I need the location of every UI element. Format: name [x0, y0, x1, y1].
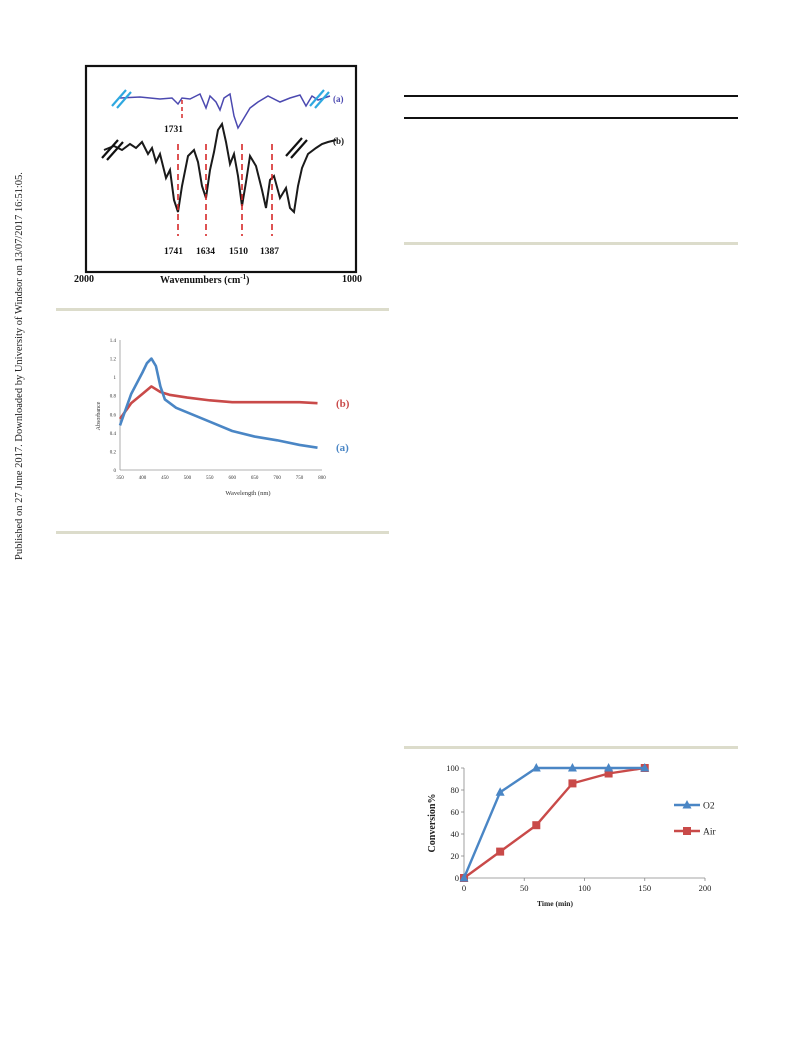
download-stamp: Published on 27 June 2017. Downloaded by…	[14, 172, 25, 560]
uvvis-y-tick-label: 0.4	[110, 432, 117, 437]
uvvis-y-tick-label: 0.6	[110, 413, 117, 418]
uvvis-series-b-line	[118, 385, 318, 420]
conversion-y-tick-label: 40	[451, 829, 460, 839]
ftir-break-marks-a	[111, 89, 330, 109]
conversion-x-tick-label: 50	[520, 883, 529, 893]
uvvis-y-tick-label: 0.8	[110, 395, 117, 400]
ftir-x-left-label: 2000	[74, 274, 94, 285]
uvvis-x-tick-label: 400	[139, 476, 147, 481]
ftir-peak-label-b-1510: 1510	[229, 247, 248, 257]
ftir-peak-label-b-1741: 1741	[164, 247, 183, 257]
conversion-series-air-point	[604, 769, 613, 778]
uvvis-x-tick-label: 750	[296, 476, 304, 481]
ftir-figure: (a) (b) 1731 1741 1634 1510 1387 2000 10…	[74, 64, 362, 286]
ftir-series-a-label: (a)	[333, 94, 344, 104]
legend-air-marker	[683, 827, 691, 835]
ftir-frame	[84, 64, 358, 274]
conversion-chart: 0 20 40 60 80 100 0 50 100 150 200 O2 Air Conversio…	[427, 763, 717, 908]
uvvis-x-tick-label: 550	[206, 476, 214, 481]
conversion-x-axis-label: Time (min)	[537, 899, 573, 908]
legend-o2-marker	[682, 800, 692, 809]
figure-divider-3	[404, 746, 738, 749]
uvvis-y-tick-label: 0	[114, 469, 117, 474]
conversion-y-tick-label: 0	[455, 873, 459, 883]
conversion-series-air-point	[496, 847, 505, 856]
uvvis-y-tick-label: 1.2	[110, 358, 117, 363]
conversion-series-o2-point	[640, 763, 650, 772]
uvvis-x-axis-label: Wavelength (nm)	[225, 490, 270, 497]
uvvis-y-tick-label: 1	[114, 376, 117, 381]
conversion-series-air-line	[463, 766, 645, 879]
uvvis-x-tick-label: 650	[251, 476, 259, 481]
table-top-rule	[404, 95, 738, 97]
conversion-y-tick-label: 100	[446, 763, 459, 773]
uvvis-series-a-label: (a)	[336, 442, 349, 454]
figure-divider	[56, 308, 389, 311]
conversion-x-tick-label: 150	[638, 883, 651, 893]
ftir-series-b-line	[103, 121, 337, 215]
conversion-series-air-point	[532, 821, 541, 830]
uvvis-x-tick-label: 700	[273, 476, 281, 481]
uvvis-y-tick-label: 0.2	[110, 450, 117, 455]
ftir-peak-label-b-1387: 1387	[260, 247, 279, 257]
table-header-rule	[404, 117, 738, 119]
conversion-x-tick-label: 200	[699, 883, 712, 893]
ftir-peak-label-a: 1731	[164, 125, 183, 135]
conversion-x-tick-label: 100	[578, 883, 591, 893]
ftir-peak-markers-b	[177, 144, 273, 236]
conversion-series-o2-point	[567, 763, 577, 772]
table-bottom-rule	[404, 242, 738, 245]
uvvis-y-tick-label: 1.4	[110, 339, 117, 344]
conversion-y-tick-label: 20	[451, 851, 460, 861]
conversion-series-air-point	[568, 779, 577, 788]
conversion-series-o2-point	[604, 763, 614, 772]
uvvis-x-tick-label: 500	[184, 476, 192, 481]
uvvis-x-tick-label: 450	[161, 476, 169, 481]
conversion-y-tick-label: 60	[451, 807, 460, 817]
uvvis-x-tick-label: 600	[228, 476, 236, 481]
uvvis-y-axis-label: Absorbance	[96, 401, 102, 430]
ftir-series-a-line	[119, 92, 331, 130]
ftir-series-b-label: (b)	[333, 136, 344, 146]
figure-divider-2	[56, 531, 389, 534]
ftir-peak-label-b-1634: 1634	[196, 247, 215, 257]
legend-o2-label: O2	[703, 802, 715, 812]
uvvis-x-tick-label: 350	[116, 476, 124, 481]
legend-air-label: Air	[703, 828, 717, 838]
uvvis-chart: 0 0.2 0.4 0.6 0.8 1 1.2 1.4 350 400 450 500 550 600 65…	[96, 339, 350, 497]
conversion-x-tick-label: 0	[462, 883, 466, 893]
uvvis-x-tick-label: 800	[318, 476, 326, 481]
conversion-y-axis-label: Conversion%	[427, 794, 438, 853]
conversion-series-o2-point	[459, 873, 469, 882]
ftir-x-right-label: 1000	[342, 274, 362, 285]
uvvis-series-a-line	[118, 357, 318, 449]
ftir-break-marks-b	[101, 137, 308, 161]
conversion-series-o2-point	[531, 763, 541, 772]
ftir-x-axis-label: Wavenumbers (cm-1)	[160, 273, 249, 286]
conversion-series-o2-point	[495, 787, 505, 796]
conversion-y-tick-label: 80	[451, 785, 460, 795]
conversion-series-o2-line	[462, 766, 645, 879]
uvvis-series-b-label: (b)	[336, 398, 350, 410]
